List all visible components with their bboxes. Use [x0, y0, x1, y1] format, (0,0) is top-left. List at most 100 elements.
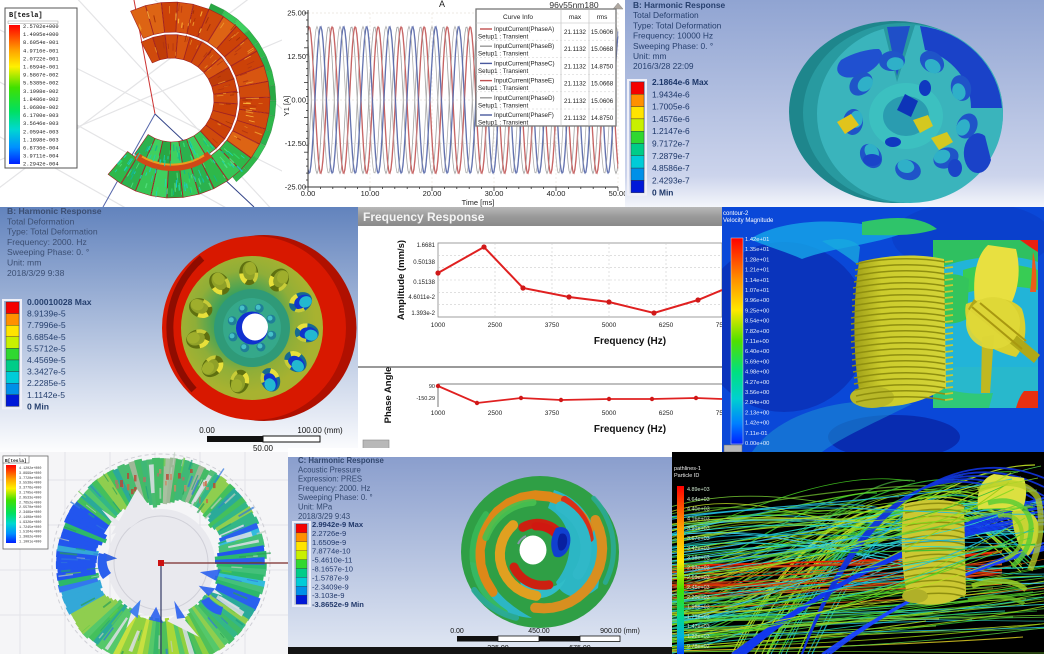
svg-text:3.8999e+000: 3.8999e+000 — [19, 472, 41, 476]
svg-text:7.82e+00: 7.82e+00 — [745, 329, 769, 335]
svg-text:0.00: 0.00 — [450, 628, 464, 635]
svg-text:InputCurrent(PhaseC): InputCurrent(PhaseC) — [494, 60, 555, 67]
svg-text:3.9711e-004: 3.9711e-004 — [23, 154, 59, 160]
svg-text:2.1408e+000: 2.1408e+000 — [19, 516, 41, 520]
svg-text:9.96e+00: 9.96e+00 — [745, 298, 769, 304]
svg-text:Setup1 : Transient: Setup1 : Transient — [478, 51, 528, 58]
svg-text:10.00: 10.00 — [361, 189, 380, 198]
svg-text:21.1132: 21.1132 — [564, 81, 586, 88]
svg-text:-5.4610e-11: -5.4610e-11 — [312, 556, 352, 565]
svg-text:21.1132: 21.1132 — [564, 46, 586, 53]
svg-text:4.4569e-5: 4.4569e-5 — [27, 355, 66, 365]
svg-text:Sweeping Phase: 0. °: Sweeping Phase: 0. ° — [298, 493, 373, 502]
svg-text:21.1132: 21.1132 — [564, 115, 586, 122]
svg-text:1.9434e-6: 1.9434e-6 — [652, 89, 690, 99]
svg-text:InputCurrent(PhaseB): InputCurrent(PhaseB) — [494, 43, 554, 50]
svg-text:A: A — [439, 0, 445, 9]
svg-text:2018/3/29 9:38: 2018/3/29 9:38 — [7, 268, 65, 278]
svg-text:Velocity Magnitude: Velocity Magnitude — [723, 218, 774, 224]
svg-text:21.1132: 21.1132 — [564, 29, 586, 36]
svg-text:1.4576e-6: 1.4576e-6 — [652, 114, 690, 124]
svg-text:7.7996e-5: 7.7996e-5 — [27, 320, 66, 330]
svg-text:1.1898e-003: 1.1898e-003 — [23, 137, 59, 143]
svg-text:Time [ms]: Time [ms] — [462, 198, 495, 207]
svg-text:3.42e+03: 3.42e+03 — [687, 546, 710, 552]
svg-text:3.3776e+000: 3.3776e+000 — [19, 487, 41, 491]
svg-text:B[tesla]: B[tesla] — [5, 458, 27, 464]
svg-text:8.9139e-5: 8.9139e-5 — [27, 309, 66, 319]
svg-text:Acoustic Pressure: Acoustic Pressure — [298, 465, 361, 474]
svg-text:Frequency (Hz): Frequency (Hz) — [594, 336, 666, 347]
svg-text:3.18e+03: 3.18e+03 — [687, 556, 710, 562]
svg-text:1000: 1000 — [431, 322, 446, 329]
svg-text:1.47e+03: 1.47e+03 — [687, 624, 710, 630]
svg-text:2.45e+03: 2.45e+03 — [687, 585, 710, 591]
svg-text:2.69e+03: 2.69e+03 — [687, 575, 710, 581]
svg-text:96v55nm180: 96v55nm180 — [549, 0, 598, 10]
svg-text:Setup1 : Transient: Setup1 : Transient — [478, 85, 528, 92]
svg-text:3.5646e-003: 3.5646e-003 — [23, 121, 59, 127]
svg-text:2500: 2500 — [488, 410, 503, 417]
svg-text:-1.5787e-9: -1.5787e-9 — [312, 573, 349, 582]
svg-text:1.28e+01: 1.28e+01 — [745, 257, 769, 263]
svg-text:-3.103e-9: -3.103e-9 — [312, 591, 345, 600]
svg-text:3750: 3750 — [545, 410, 560, 417]
svg-text:7.11e+00: 7.11e+00 — [745, 339, 769, 345]
svg-text:6250: 6250 — [659, 410, 674, 417]
svg-text:2.3489e+000: 2.3489e+000 — [19, 511, 41, 515]
svg-text:3.3427e-5: 3.3427e-5 — [27, 367, 66, 377]
svg-text:20.00: 20.00 — [423, 189, 442, 198]
svg-text:6250: 6250 — [659, 322, 674, 329]
svg-text:Frequency (Hz): Frequency (Hz) — [594, 424, 666, 435]
svg-text:1.6594e-001: 1.6594e-001 — [23, 65, 59, 71]
svg-text:1.7245e+000: 1.7245e+000 — [19, 526, 41, 530]
svg-text:3.7720e+000: 3.7720e+000 — [19, 477, 41, 481]
svg-text:4.98e+00: 4.98e+00 — [745, 370, 769, 376]
svg-text:4.16e+03: 4.16e+03 — [687, 516, 710, 522]
svg-text:3.91e+03: 3.91e+03 — [687, 526, 710, 532]
svg-text:2.9942e-9 Max: 2.9942e-9 Max — [312, 520, 364, 529]
svg-text:900.00 (mm): 900.00 (mm) — [600, 628, 640, 635]
svg-text:4.8586e-7: 4.8586e-7 — [652, 163, 690, 173]
svg-text:Setup1 : Transient: Setup1 : Transient — [478, 34, 528, 41]
svg-text:Setup1 : Transient: Setup1 : Transient — [478, 102, 528, 109]
svg-text:9.25e+00: 9.25e+00 — [745, 308, 769, 314]
svg-text:max: max — [569, 14, 582, 21]
svg-text:pathlines-1: pathlines-1 — [674, 466, 701, 472]
svg-text:0.00: 0.00 — [199, 426, 215, 435]
svg-text:7.2879e-7: 7.2879e-7 — [652, 151, 690, 161]
svg-text:3.1998e-002: 3.1998e-002 — [23, 89, 59, 95]
svg-text:4.27e+00: 4.27e+00 — [745, 380, 769, 386]
svg-text:1000: 1000 — [431, 410, 446, 417]
svg-text:1.96e+03: 1.96e+03 — [687, 605, 710, 611]
svg-text:15.0668: 15.0668 — [591, 81, 614, 88]
svg-text:50.00: 50.00 — [253, 444, 274, 453]
svg-text:9.5867e-002: 9.5867e-002 — [23, 73, 59, 79]
svg-text:1.6681: 1.6681 — [417, 243, 436, 249]
svg-text:Frequency: 2000. Hz: Frequency: 2000. Hz — [7, 237, 87, 247]
svg-text:7.8774e-10: 7.8774e-10 — [312, 547, 350, 556]
svg-text:7500: 7500 — [716, 322, 722, 329]
svg-text:3.5538e+000: 3.5538e+000 — [19, 482, 41, 486]
svg-text:C: Harmonic Response: C: Harmonic Response — [298, 456, 384, 465]
svg-text:2.13e+00: 2.13e+00 — [745, 410, 769, 416]
svg-text:1.6509e-9: 1.6509e-9 — [312, 538, 346, 547]
svg-text:-8.1657e-10: -8.1657e-10 — [312, 565, 353, 574]
svg-text:450.00: 450.00 — [528, 628, 550, 635]
svg-text:Setup1 : Transient: Setup1 : Transient — [478, 120, 528, 127]
svg-text:2.4293e-7: 2.4293e-7 — [652, 175, 690, 185]
svg-text:3.1705e+000: 3.1705e+000 — [19, 492, 41, 496]
svg-text:21.1132: 21.1132 — [564, 63, 586, 70]
svg-text:2.2942e-004: 2.2942e-004 — [23, 162, 59, 168]
svg-text:1.14e+01: 1.14e+01 — [745, 278, 769, 284]
svg-text:6.40e+00: 6.40e+00 — [745, 349, 769, 355]
svg-text:40.00: 40.00 — [547, 189, 566, 198]
svg-text:4.6011e-2: 4.6011e-2 — [408, 295, 435, 301]
svg-text:1.07e+01: 1.07e+01 — [745, 288, 769, 294]
svg-text:15.0606: 15.0606 — [591, 29, 614, 36]
svg-text:2.2726e-9: 2.2726e-9 — [312, 529, 346, 538]
svg-text:5000: 5000 — [602, 410, 617, 417]
svg-text:1.1142e-5: 1.1142e-5 — [27, 390, 65, 400]
svg-text:-12.50: -12.50 — [285, 139, 306, 148]
svg-text:1.393e-2: 1.393e-2 — [411, 311, 435, 317]
